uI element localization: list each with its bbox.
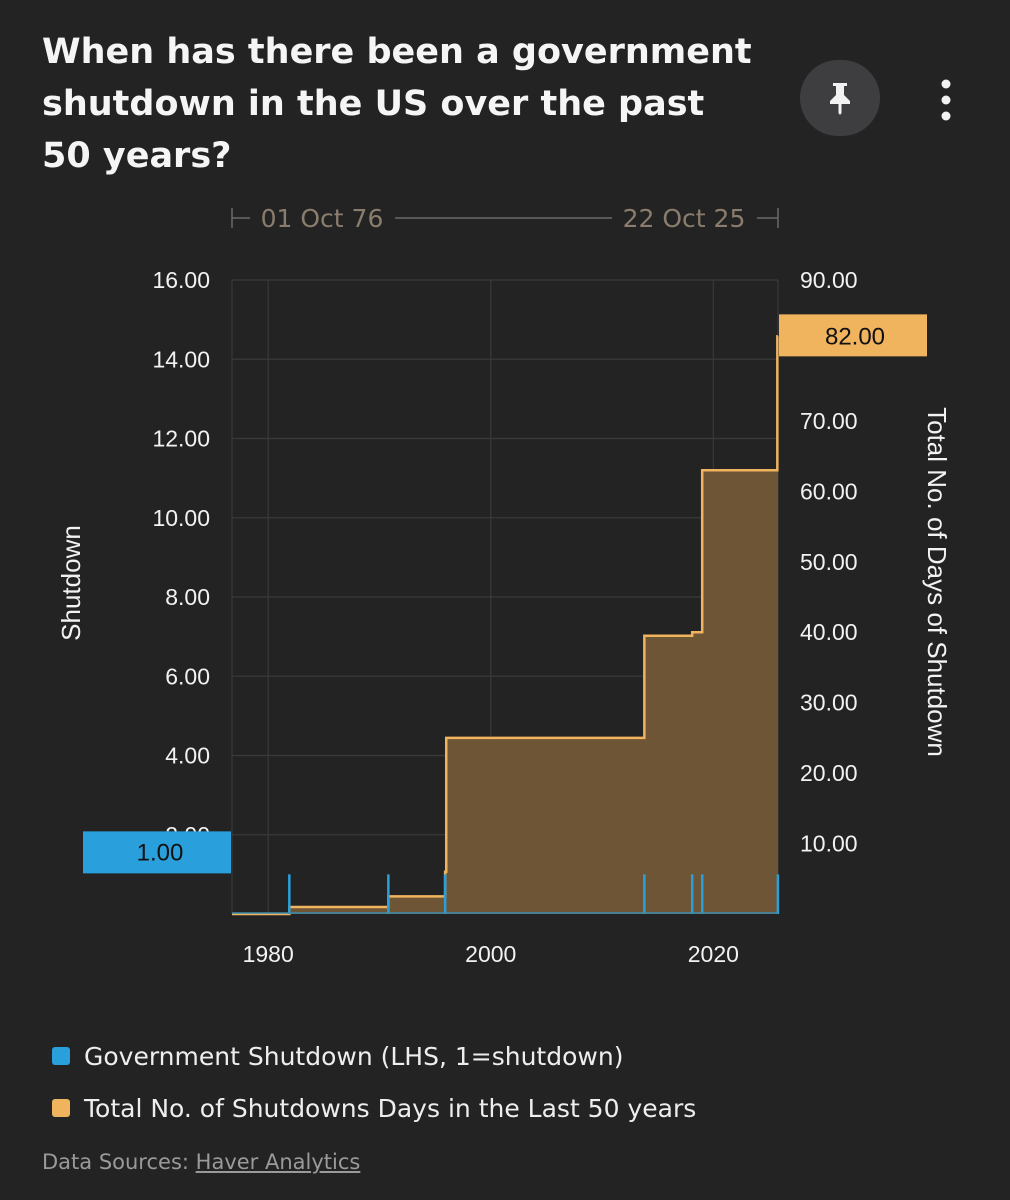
y-right-tick-label: 70.00 — [800, 408, 858, 434]
legend-label-shutdown: Government Shutdown (LHS, 1=shutdown) — [84, 1041, 624, 1071]
y-axis-right: 10.00 20.00 30.00 40.00 50.00 60.00 70.00 90.00 — [800, 267, 858, 857]
x-tick-label: 2020 — [688, 941, 739, 967]
y-right-tick-label: 10.00 — [800, 831, 858, 857]
more-vertical-icon — [941, 79, 951, 121]
y-left-tick-label: 6.00 — [165, 663, 210, 689]
y-right-tick-label: 20.00 — [800, 760, 858, 786]
total-days-last-value-badge — [779, 314, 927, 357]
legend-swatch-total-days — [52, 1099, 70, 1117]
legend-label-total-days: Total No. of Shutdowns Days in the Last … — [84, 1093, 697, 1123]
y-left-tick-label: 16.00 — [152, 267, 210, 293]
y-left-tick-label: 8.00 — [165, 584, 210, 610]
y-right-tick-label: 60.00 — [800, 478, 858, 504]
shutdown-last-value-badge — [83, 831, 231, 874]
shutdown-last-value: 1.00 — [137, 839, 184, 866]
y-right-tick-label: 40.00 — [800, 619, 858, 645]
total-days-line — [232, 335, 779, 916]
y-right-tick-label: 50.00 — [800, 549, 858, 575]
y-axis-right-title: Total No. of Days of Shutdown — [922, 407, 952, 757]
date-range-start[interactable]: 01 Oct 76 — [261, 204, 384, 233]
y-right-tick-label: 30.00 — [800, 690, 858, 716]
source-link[interactable]: Haver Analytics — [195, 1150, 361, 1174]
chart-title: When has there been a government shutdow… — [42, 32, 752, 176]
y-left-tick-label: 14.00 — [152, 346, 210, 372]
shutdown-spikes — [232, 874, 780, 914]
x-tick-label: 1980 — [243, 941, 294, 967]
y-left-tick-label: 4.00 — [165, 743, 210, 769]
legend-item-total-days[interactable]: Total No. of Shutdowns Days in the Last … — [52, 1082, 696, 1134]
legend: Government Shutdown (LHS, 1=shutdown) To… — [52, 1030, 696, 1134]
x-axis: 1980 2000 2020 — [243, 941, 739, 967]
y-axis-left-title: Shutdown — [56, 525, 86, 641]
y-right-tick-label: 90.00 — [800, 267, 858, 293]
date-range-end-bg — [612, 200, 757, 236]
legend-item-shutdown[interactable]: Government Shutdown (LHS, 1=shutdown) — [52, 1030, 696, 1082]
date-range-start-bg — [250, 200, 395, 236]
legend-swatch-shutdown — [52, 1047, 70, 1065]
data-source: Data Sources: Haver Analytics — [42, 1150, 360, 1174]
more-options-button[interactable] — [924, 70, 968, 130]
chart: 01 Oct 76 22 Oct 25 2.004.006.008.0010.0… — [56, 200, 952, 967]
total-days-area — [232, 336, 778, 914]
total-days-last-value: 82.00 — [825, 323, 885, 350]
source-prefix: Data Sources: — [42, 1150, 189, 1174]
date-range-bar: 01 Oct 76 22 Oct 25 — [231, 200, 779, 236]
pin-icon — [830, 83, 850, 115]
y-left-tick-label: 12.00 — [152, 426, 210, 452]
date-range-end[interactable]: 22 Oct 25 — [623, 204, 746, 233]
pin-button[interactable] — [800, 60, 880, 136]
y-left-tick-label: 10.00 — [152, 505, 210, 531]
x-tick-label: 2000 — [465, 941, 516, 967]
